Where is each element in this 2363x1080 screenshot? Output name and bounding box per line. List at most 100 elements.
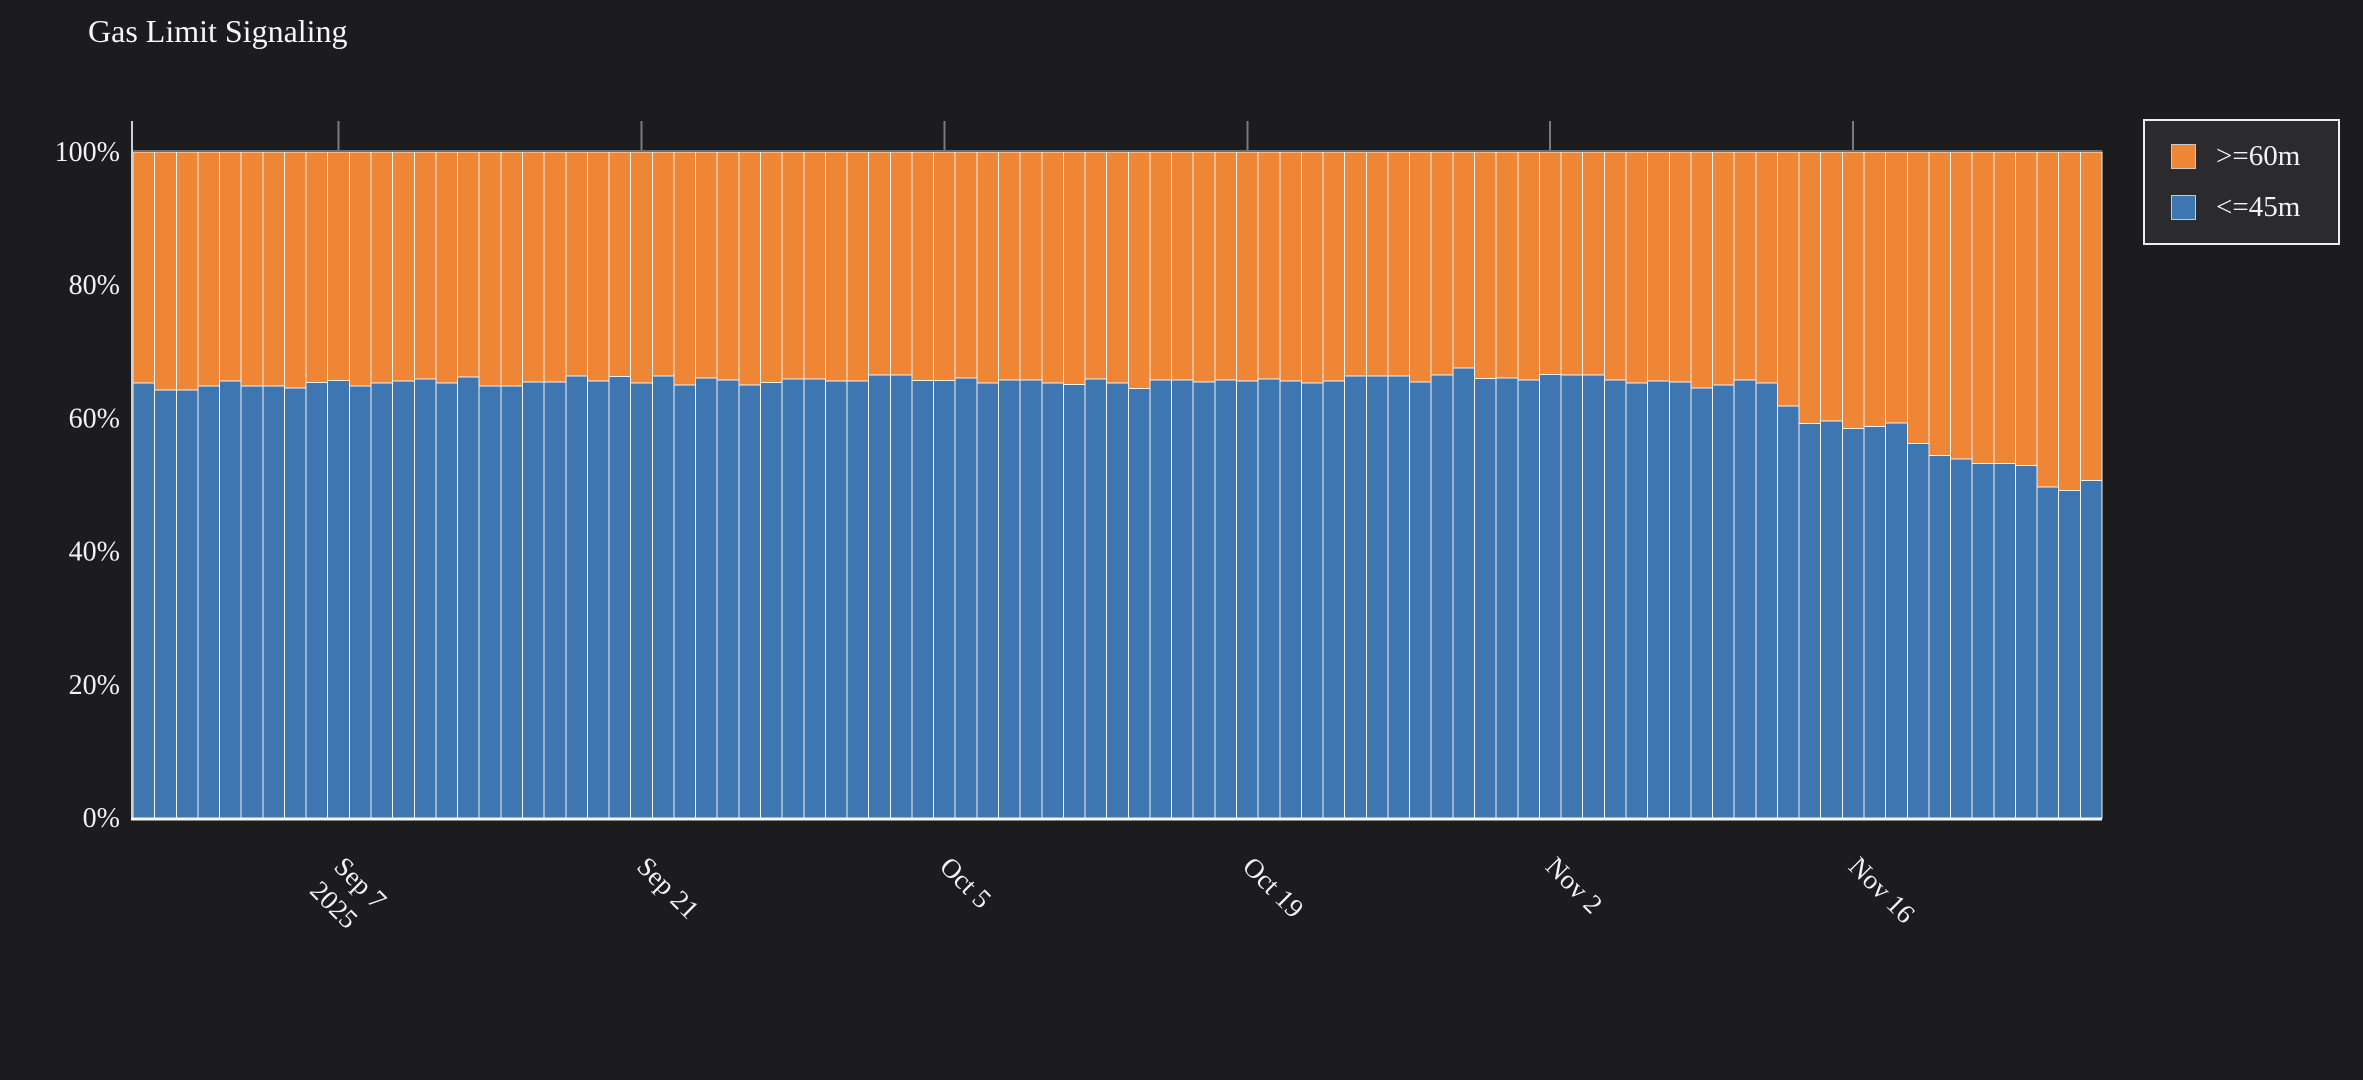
bar-segment-ge60m[interactable] (1301, 152, 1323, 383)
bar-segment-ge60m[interactable] (1756, 152, 1778, 383)
bar-segment-ge60m[interactable] (1734, 152, 1756, 380)
bar-segment-ge60m[interactable] (1193, 152, 1215, 382)
bar-segment-ge60m[interactable] (349, 152, 371, 386)
bar-segment-le45m[interactable] (284, 388, 306, 818)
bar-segment-le45m[interactable] (522, 382, 544, 818)
bar-segment-ge60m[interactable] (1713, 152, 1735, 385)
bar-segment-le45m[interactable] (1193, 382, 1215, 818)
bar-segment-ge60m[interactable] (1431, 152, 1453, 375)
bar-segment-le45m[interactable] (371, 383, 393, 818)
bar-segment-le45m[interactable] (1475, 378, 1497, 818)
bar-segment-ge60m[interactable] (825, 152, 847, 381)
bar-segment-ge60m[interactable] (1691, 152, 1713, 388)
bar-segment-le45m[interactable] (1951, 459, 1973, 818)
bar-segment-ge60m[interactable] (414, 152, 436, 379)
bar-segment-le45m[interactable] (1864, 426, 1886, 818)
bar-segment-ge60m[interactable] (804, 152, 826, 379)
bar-segment-ge60m[interactable] (869, 152, 891, 375)
bar-segment-le45m[interactable] (306, 382, 328, 818)
bar-segment-le45m[interactable] (1128, 388, 1150, 818)
bar-segment-ge60m[interactable] (631, 152, 653, 383)
bar-segment-le45m[interactable] (436, 383, 458, 818)
bar-segment-ge60m[interactable] (501, 152, 523, 386)
bar-segment-ge60m[interactable] (2059, 152, 2081, 490)
bar-segment-ge60m[interactable] (1475, 152, 1497, 378)
bar-segment-ge60m[interactable] (934, 152, 956, 380)
bar-segment-ge60m[interactable] (1648, 152, 1670, 381)
bar-segment-ge60m[interactable] (609, 152, 631, 376)
bar-segment-le45m[interactable] (263, 386, 285, 818)
bar-segment-le45m[interactable] (1258, 379, 1280, 818)
bar-segment-ge60m[interactable] (566, 152, 588, 376)
bar-segment-le45m[interactable] (1063, 384, 1085, 818)
bar-segment-ge60m[interactable] (674, 152, 696, 385)
bar-segment-le45m[interactable] (393, 381, 415, 818)
bar-segment-le45m[interactable] (2015, 466, 2037, 818)
bar-segment-le45m[interactable] (133, 383, 155, 818)
bar-segment-ge60m[interactable] (176, 152, 198, 390)
bar-segment-ge60m[interactable] (1777, 152, 1799, 406)
bar-segment-ge60m[interactable] (393, 152, 415, 381)
bar-segment-le45m[interactable] (1150, 380, 1172, 818)
bar-segment-le45m[interactable] (1561, 375, 1583, 818)
bar-segment-le45m[interactable] (1886, 423, 1908, 818)
bar-segment-le45m[interactable] (609, 376, 631, 818)
bar-segment-ge60m[interactable] (328, 152, 350, 380)
bar-segment-le45m[interactable] (1907, 444, 1929, 818)
legend-item-le45m[interactable]: <=45m (2171, 191, 2338, 224)
bar-segment-le45m[interactable] (1713, 385, 1735, 818)
bar-segment-le45m[interactable] (955, 378, 977, 818)
bar-segment-ge60m[interactable] (1669, 152, 1691, 382)
bar-segment-ge60m[interactable] (2015, 152, 2037, 466)
bar-segment-le45m[interactable] (1539, 374, 1561, 818)
bar-segment-ge60m[interactable] (955, 152, 977, 378)
bar-segment-ge60m[interactable] (1128, 152, 1150, 388)
bar-segment-ge60m[interactable] (1280, 152, 1302, 381)
bar-segment-le45m[interactable] (1972, 464, 1994, 818)
bar-segment-ge60m[interactable] (1042, 152, 1064, 383)
bar-segment-le45m[interactable] (652, 376, 674, 818)
bar-segment-le45m[interactable] (825, 381, 847, 818)
bar-segment-ge60m[interactable] (1929, 152, 1951, 456)
legend-item-ge60m[interactable]: >=60m (2171, 140, 2338, 173)
bar-segment-le45m[interactable] (890, 375, 912, 818)
bar-segment-le45m[interactable] (1280, 381, 1302, 818)
bar-segment-ge60m[interactable] (1150, 152, 1172, 380)
bar-segment-le45m[interactable] (155, 390, 177, 818)
bar-segment-ge60m[interactable] (544, 152, 566, 382)
bar-segment-le45m[interactable] (1648, 381, 1670, 818)
bar-segment-le45m[interactable] (912, 380, 934, 818)
bar-segment-ge60m[interactable] (241, 152, 263, 386)
bar-segment-le45m[interactable] (1734, 380, 1756, 818)
bar-segment-le45m[interactable] (566, 376, 588, 818)
bar-segment-le45m[interactable] (198, 386, 220, 818)
bar-segment-le45m[interactable] (349, 386, 371, 818)
bar-segment-le45m[interactable] (1323, 381, 1345, 818)
bar-segment-ge60m[interactable] (1085, 152, 1107, 379)
bar-segment-ge60m[interactable] (458, 152, 480, 377)
bar-segment-le45m[interactable] (1172, 380, 1194, 818)
bar-segment-le45m[interactable] (847, 381, 869, 818)
bar-segment-ge60m[interactable] (1215, 152, 1237, 380)
bar-segment-ge60m[interactable] (1994, 152, 2016, 464)
bar-segment-le45m[interactable] (631, 383, 653, 818)
bar-segment-le45m[interactable] (2080, 480, 2102, 818)
bar-segment-ge60m[interactable] (522, 152, 544, 382)
bar-segment-le45m[interactable] (1669, 382, 1691, 818)
bar-segment-ge60m[interactable] (1972, 152, 1994, 464)
bar-segment-le45m[interactable] (241, 386, 263, 818)
bar-segment-ge60m[interactable] (977, 152, 999, 383)
bar-segment-le45m[interactable] (1626, 383, 1648, 818)
bar-segment-ge60m[interactable] (2037, 152, 2059, 487)
bar-segment-ge60m[interactable] (1518, 152, 1540, 380)
bar-segment-ge60m[interactable] (1604, 152, 1626, 380)
bar-segment-ge60m[interactable] (782, 152, 804, 379)
bar-segment-le45m[interactable] (1366, 376, 1388, 818)
bar-segment-ge60m[interactable] (1410, 152, 1432, 382)
bar-segment-ge60m[interactable] (306, 152, 328, 382)
bar-segment-ge60m[interactable] (1821, 152, 1843, 421)
bar-segment-le45m[interactable] (1215, 380, 1237, 818)
bar-segment-le45m[interactable] (739, 385, 761, 818)
bar-segment-ge60m[interactable] (1388, 152, 1410, 376)
bar-segment-le45m[interactable] (176, 390, 198, 818)
